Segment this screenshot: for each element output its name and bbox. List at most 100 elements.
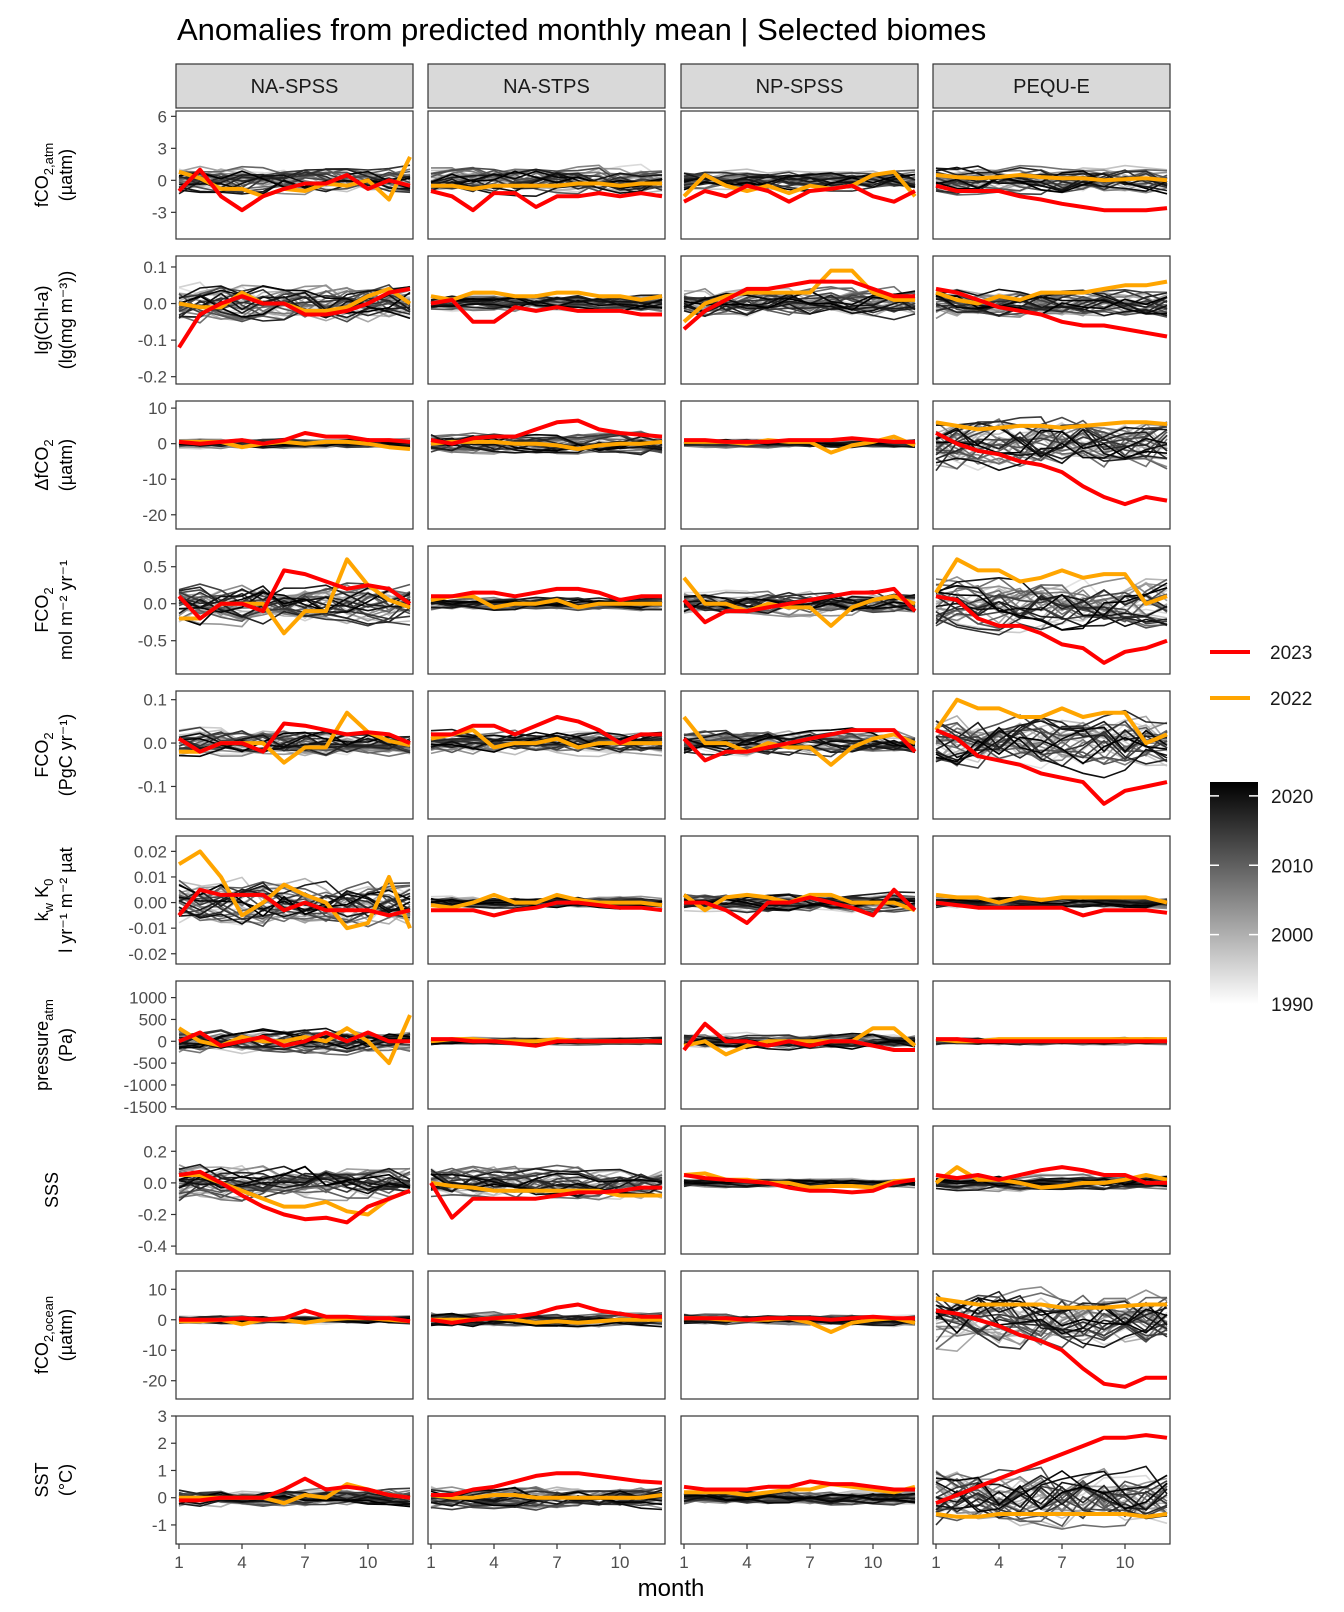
panel-lines bbox=[934, 557, 1168, 665]
series-line-background-year bbox=[935, 429, 1168, 459]
colorbar-label: 2020 bbox=[1271, 787, 1313, 808]
panel-border bbox=[932, 690, 1171, 820]
colorbar-label: 2000 bbox=[1271, 926, 1313, 947]
series-line-background-year bbox=[935, 578, 1168, 616]
panel-lines bbox=[682, 576, 917, 628]
y-title-text: FCO bbox=[32, 595, 52, 633]
panel-background bbox=[933, 981, 1170, 1109]
x-tick-label: 10 bbox=[864, 1553, 883, 1572]
y-tick-label: 0 bbox=[158, 171, 167, 190]
y-title-text: FCO bbox=[32, 740, 52, 778]
panel-border bbox=[175, 835, 414, 965]
panel-border bbox=[427, 1125, 666, 1255]
series-line-2023 bbox=[431, 1037, 662, 1048]
series-line-background-year bbox=[683, 300, 916, 318]
y-tick-label: -0.02 bbox=[128, 945, 167, 964]
panel-border bbox=[427, 1270, 666, 1400]
panel-border bbox=[427, 690, 666, 820]
series-line-background-year bbox=[178, 293, 411, 323]
series-line-background-year bbox=[935, 596, 1168, 627]
panel-border bbox=[680, 400, 919, 530]
panel-lines bbox=[177, 156, 412, 213]
x-tick-label: 1 bbox=[679, 1553, 688, 1572]
series-line-background-year bbox=[935, 736, 1168, 765]
series-line-background-year bbox=[178, 730, 411, 758]
y-title-text: k bbox=[32, 911, 52, 921]
y-tick-label: -0.4 bbox=[138, 1237, 167, 1256]
series-line-2023 bbox=[431, 1471, 663, 1497]
series-line-2022 bbox=[935, 420, 1168, 432]
series-line-background-year bbox=[935, 584, 1168, 629]
facet-strip bbox=[175, 63, 414, 109]
panel-lines bbox=[683, 434, 916, 455]
panel-border bbox=[932, 110, 1171, 240]
panel-lines bbox=[430, 1302, 663, 1329]
panel-border bbox=[680, 110, 919, 240]
series-line-background-year bbox=[935, 1471, 1168, 1518]
series-line-background-year bbox=[935, 424, 1168, 457]
series-line-2023 bbox=[431, 586, 662, 602]
panel-lines bbox=[682, 268, 916, 331]
y-tick-label: 6 bbox=[158, 107, 167, 126]
y-tick-label: -0.1 bbox=[138, 331, 167, 350]
series-line-2023 bbox=[684, 1314, 915, 1322]
y-axis-title-main: ΔfCO2 bbox=[32, 439, 56, 490]
y-axis-title-main: kw K0 bbox=[32, 879, 56, 922]
colorbar-label: 1990 bbox=[1271, 995, 1313, 1016]
y-tick-label: 10 bbox=[148, 1280, 167, 1299]
series-line-background-year bbox=[430, 299, 663, 309]
series-line-2023 bbox=[683, 183, 916, 204]
panel-border bbox=[680, 545, 919, 675]
panel-lines bbox=[430, 586, 663, 612]
panel-background bbox=[428, 691, 665, 819]
panel-lines bbox=[177, 281, 412, 349]
panel-lines bbox=[177, 1014, 412, 1066]
x-tick-label: 7 bbox=[1057, 1553, 1066, 1572]
series-line-background-year bbox=[178, 1490, 411, 1505]
x-tick-label: 4 bbox=[489, 1553, 498, 1572]
series-line-2023 bbox=[935, 1165, 1167, 1185]
y-title-subscript: 2 bbox=[41, 587, 56, 594]
series-line-background-year bbox=[935, 709, 1168, 759]
series-line-background-year bbox=[935, 576, 1168, 618]
y-tick-label: 0.02 bbox=[134, 842, 167, 861]
panel-border bbox=[680, 835, 919, 965]
panel-lines bbox=[935, 892, 1168, 918]
series-line-background-year bbox=[935, 1470, 1168, 1512]
x-tick-label: 10 bbox=[611, 1553, 630, 1572]
series-line-2022 bbox=[935, 279, 1168, 306]
panel-lines bbox=[430, 715, 663, 758]
series-line-2023 bbox=[430, 189, 663, 213]
panel-lines bbox=[935, 164, 1168, 213]
series-line-2023 bbox=[935, 183, 1168, 213]
y-title-subscript: 2,ocean bbox=[41, 1296, 56, 1342]
y-tick-label: 0.1 bbox=[143, 258, 167, 277]
series-line-2023 bbox=[684, 887, 917, 925]
y-axis-title-main: fCO2,ocean bbox=[32, 1296, 56, 1374]
series-line-background-year bbox=[935, 1297, 1168, 1335]
x-tick-label: 4 bbox=[237, 1553, 246, 1572]
y-tick-label: -20 bbox=[142, 506, 167, 525]
x-tick-label: 10 bbox=[359, 1553, 378, 1572]
series-line-background-year bbox=[683, 727, 916, 751]
series-line-background-year bbox=[178, 890, 411, 925]
series-line-background-year bbox=[178, 892, 411, 918]
series-line-2023 bbox=[177, 568, 412, 621]
series-line-2022 bbox=[935, 1512, 1168, 1519]
y-title-text: SSS bbox=[42, 1172, 62, 1208]
y-tick-label: 2 bbox=[158, 1434, 167, 1453]
series-line-2022 bbox=[682, 268, 915, 324]
series-line-background-year bbox=[430, 731, 663, 753]
panel-background bbox=[428, 1271, 665, 1399]
y-axis-title-unit: (°C) bbox=[56, 1464, 76, 1496]
series-line-background-year bbox=[935, 582, 1168, 613]
y-tick-label: 0.1 bbox=[143, 691, 167, 710]
series-line-2023 bbox=[178, 1030, 410, 1048]
series-line-background-year bbox=[935, 1177, 1168, 1188]
panel-lines bbox=[430, 892, 663, 918]
series-line-background-year bbox=[178, 1173, 411, 1192]
series-line-background-year bbox=[683, 594, 916, 610]
series-line-background-year bbox=[935, 732, 1168, 769]
panel-lines bbox=[178, 1476, 411, 1508]
